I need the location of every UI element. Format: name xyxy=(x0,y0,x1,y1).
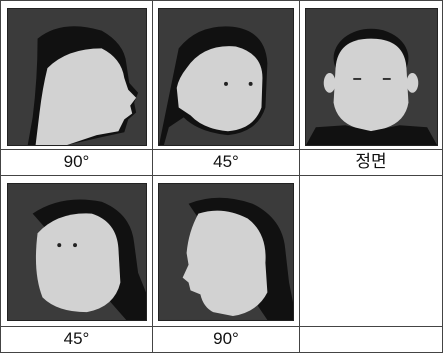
grid-line xyxy=(0,175,443,176)
angle-label: 45° xyxy=(63,329,90,348)
grid-line xyxy=(299,0,300,353)
grid-line xyxy=(0,326,443,327)
face-three-quarter-right-icon xyxy=(158,8,294,146)
grid-line xyxy=(0,0,443,1)
grid-line xyxy=(152,0,153,353)
face-three-quarter-left-icon xyxy=(7,183,147,321)
grid-line xyxy=(0,0,1,353)
angle-label: 정면 xyxy=(355,152,387,171)
angle-label: 90° xyxy=(63,152,90,171)
angle-label: 45° xyxy=(213,152,239,171)
face-profile-left-icon xyxy=(158,183,294,321)
angle-label: 90° xyxy=(213,329,239,348)
face-front-icon xyxy=(305,8,438,146)
angle-label xyxy=(300,326,442,352)
grid-line xyxy=(0,149,443,150)
face-profile-right-icon xyxy=(7,8,147,146)
